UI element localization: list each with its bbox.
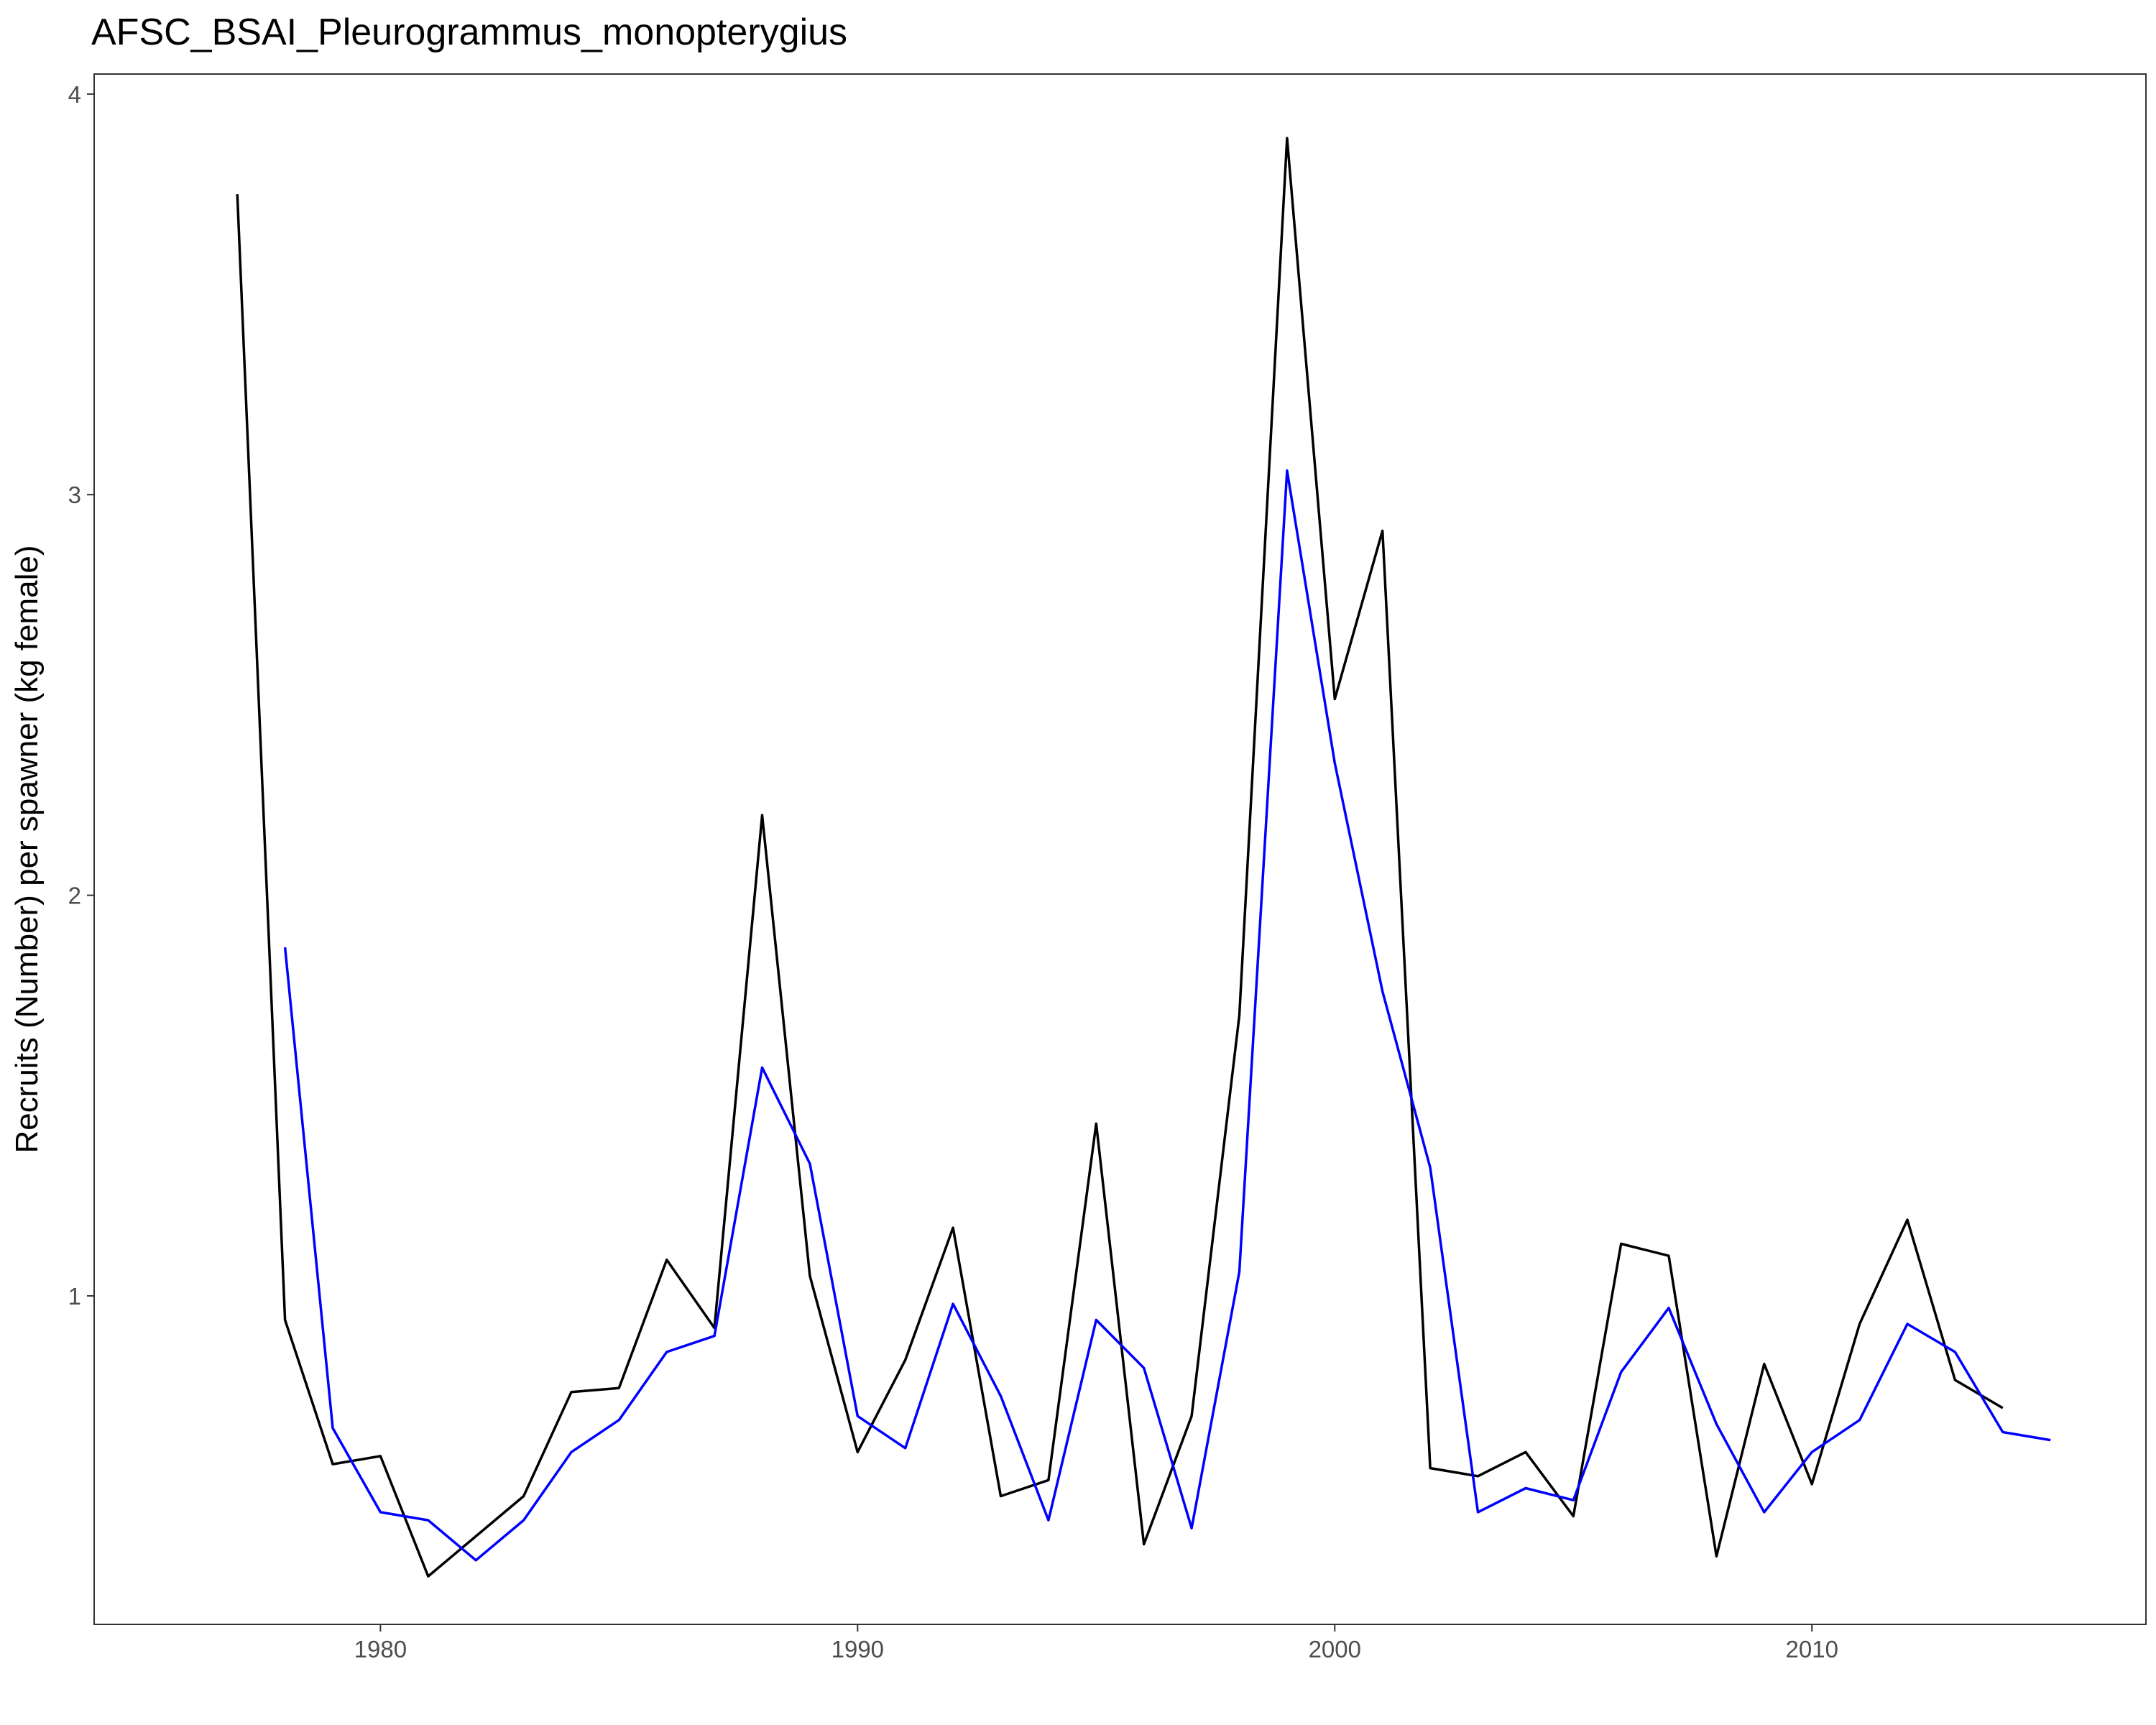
plot-panel: [93, 73, 2147, 1625]
y-axis: 1 2 3 4: [68, 81, 94, 1310]
series-1-line: [236, 137, 2004, 1578]
series-1: [236, 137, 2004, 1578]
y-tick-label: 4: [68, 81, 81, 108]
y-tick-label: 2: [68, 883, 81, 909]
x-tick-label: 1980: [354, 1636, 407, 1662]
y-axis-label: Recruits (Number) per spawner (kg female…: [9, 545, 45, 1153]
series-2: [283, 469, 2051, 1562]
y-tick-label: 3: [68, 482, 81, 508]
x-axis: 1980 1990 2000 2010: [354, 1624, 1838, 1662]
x-tick-label: 2010: [1786, 1636, 1838, 1662]
y-tick-label: 1: [68, 1283, 81, 1310]
series-layer: [236, 137, 2051, 1578]
x-tick-label: 2000: [1309, 1636, 1361, 1662]
series-2-line: [283, 469, 2051, 1562]
x-tick-label: 1990: [831, 1636, 884, 1662]
chart-title: AFSC_BSAI_Pleurogrammus_monopterygius: [91, 12, 847, 53]
